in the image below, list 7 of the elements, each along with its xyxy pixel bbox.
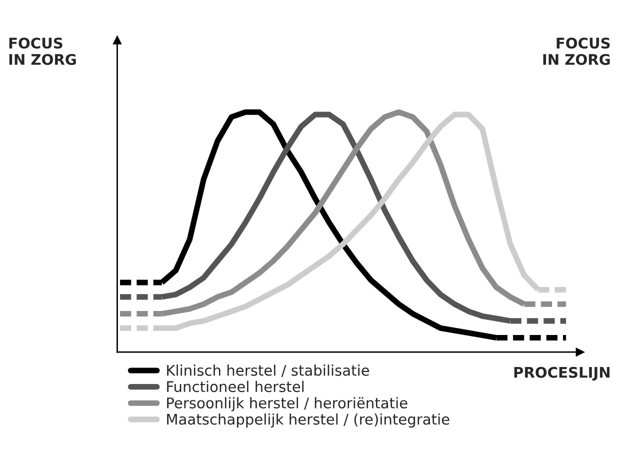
text: FOCUS IN ZORG	[543, 38, 610, 65]
x-axis-title: PROCESLIJN	[514, 366, 610, 381]
legend-label: Klinisch herstel / stabilisatie	[167, 364, 370, 377]
legend-label: Functioneel herstel	[167, 380, 304, 392]
y-axis-title: FOCUS IN ZORG	[9, 38, 76, 65]
legend-label: Maatschappelijk herstel / (re)integratie	[167, 413, 450, 428]
legend-label: Persoonlijk herstel / heroriëntatie	[167, 397, 408, 412]
